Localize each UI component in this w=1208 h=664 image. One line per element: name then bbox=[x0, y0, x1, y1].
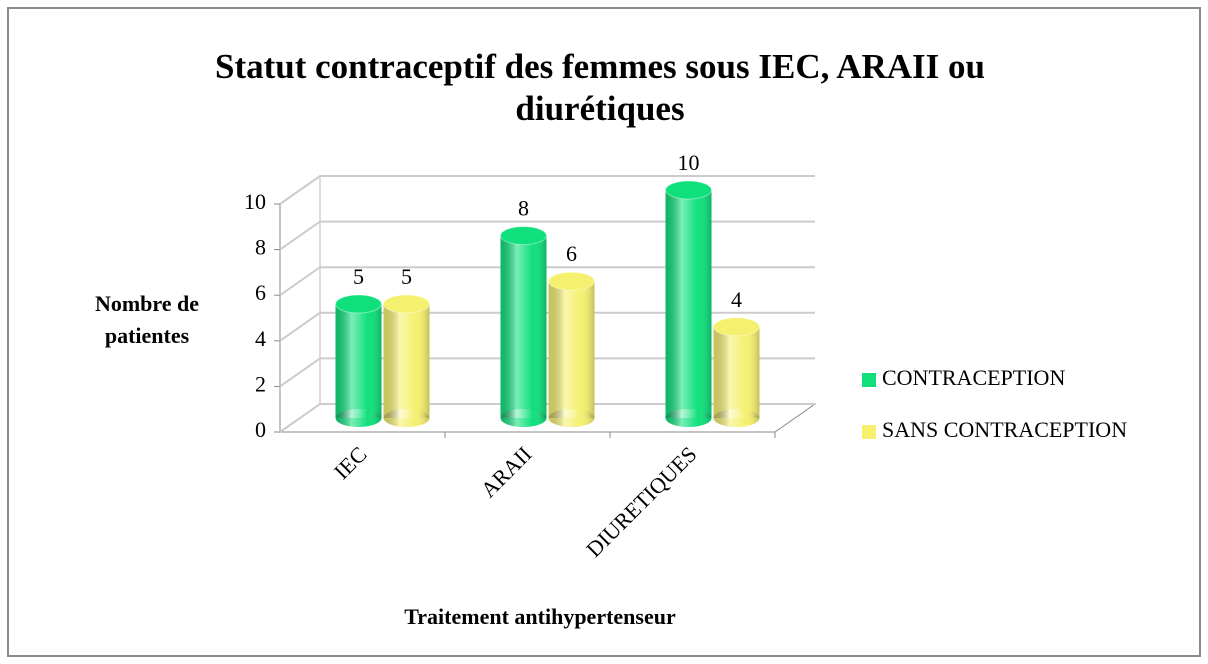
y-tick-label: 6 bbox=[255, 280, 266, 305]
chart-frame bbox=[7, 7, 1201, 657]
data-label: 6 bbox=[566, 241, 577, 266]
bar-top bbox=[500, 226, 547, 246]
bar bbox=[383, 294, 430, 427]
bar-shade bbox=[335, 304, 382, 418]
legend-label: SANS CONTRACEPTION bbox=[882, 417, 1127, 442]
legend-label: CONTRACEPTION bbox=[882, 365, 1065, 390]
bar bbox=[713, 317, 760, 427]
y-axis-label: Nombre de patientes bbox=[94, 291, 200, 348]
grid-line bbox=[279, 311, 815, 342]
y-tick-label: 4 bbox=[255, 326, 266, 351]
data-label: 10 bbox=[678, 150, 700, 175]
bar-shade bbox=[548, 281, 595, 418]
grid-line bbox=[279, 403, 815, 433]
y-tick-label: 8 bbox=[255, 235, 266, 260]
bar-top bbox=[548, 271, 595, 291]
bar bbox=[335, 294, 382, 427]
bar-top bbox=[713, 317, 760, 337]
chart-title: Statut contraceptif des femmes sous IEC,… bbox=[215, 47, 985, 128]
bar-top bbox=[335, 294, 382, 314]
grid-line bbox=[279, 220, 815, 251]
data-label: 5 bbox=[353, 264, 364, 289]
data-label: 8 bbox=[518, 196, 529, 221]
grid-line bbox=[279, 357, 815, 388]
legend-swatch bbox=[862, 425, 876, 439]
bar-shade bbox=[383, 304, 430, 418]
data-label: 5 bbox=[401, 264, 412, 289]
bar-shade bbox=[665, 190, 712, 418]
y-tick-label: 0 bbox=[255, 417, 266, 442]
data-label: 4 bbox=[731, 287, 742, 312]
bar-shade bbox=[713, 326, 760, 418]
grid-line bbox=[279, 175, 815, 205]
bar bbox=[548, 271, 595, 427]
bar-top bbox=[665, 180, 712, 200]
bar-top bbox=[383, 294, 430, 314]
y-tick-label: 2 bbox=[255, 371, 266, 396]
bar bbox=[665, 180, 712, 427]
legend-swatch bbox=[862, 373, 876, 387]
bar bbox=[500, 226, 547, 427]
bar-shade bbox=[500, 235, 547, 418]
y-tick-label: 10 bbox=[244, 189, 266, 214]
grid-line bbox=[279, 266, 815, 297]
x-axis-label: Traitement antihypertenseur bbox=[404, 604, 676, 629]
